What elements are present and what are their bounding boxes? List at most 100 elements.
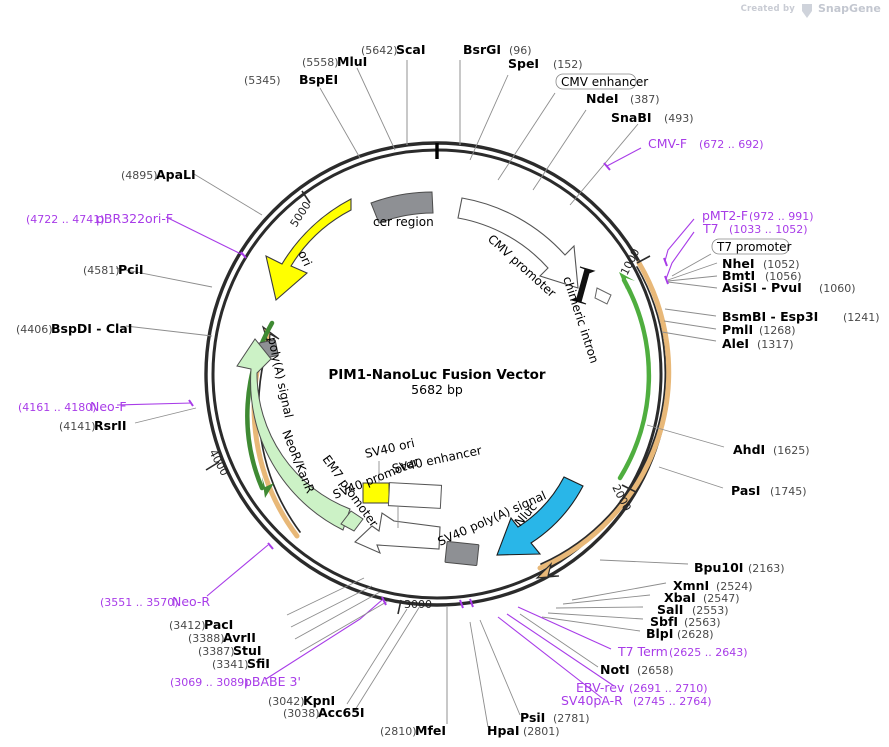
enzyme-name: NheI bbox=[722, 256, 755, 271]
snapgene-watermark: Created by SnapGene bbox=[741, 2, 881, 18]
enzyme-pos: (3038) bbox=[283, 707, 320, 720]
enzyme-label-bsmbi-esp3i[interactable]: BsmBI - Esp3I (1241) bbox=[722, 309, 880, 324]
enzyme-pos: (5642) bbox=[361, 44, 398, 57]
primer-name: SV40pA-R bbox=[561, 693, 623, 708]
feature-box-t7-promoter[interactable]: T7 promoter bbox=[711, 238, 792, 255]
primer-label-sv40pa-r[interactable]: SV40pA-R (2745 .. 2764) bbox=[561, 693, 712, 708]
enzyme-pos: (2547) bbox=[703, 592, 740, 605]
primer-range: (2745 .. 2764) bbox=[633, 695, 712, 708]
primer-label-pbr322ori-f[interactable]: (4722 .. 4741) pBR322ori-F bbox=[26, 211, 173, 226]
enzyme-name: Bpu10I bbox=[694, 560, 743, 575]
primer-name: pBABE 3' bbox=[244, 674, 301, 689]
enzyme-pos: (152) bbox=[553, 58, 583, 71]
enzyme-label-snabi[interactable]: SnaBI (493) bbox=[611, 110, 694, 125]
enzyme-pos: (3387) bbox=[198, 645, 235, 658]
enzyme-label-ndei[interactable]: NdeI (387) bbox=[586, 91, 660, 106]
enzyme-label-rsrii[interactable]: (4141) RsrII bbox=[59, 418, 127, 433]
enzyme-label-xmni[interactable]: XmnI (2524) bbox=[673, 578, 753, 593]
enzyme-pos: (2801) bbox=[523, 725, 560, 738]
primer-label-t7[interactable]: T7 (1033 .. 1052) bbox=[702, 221, 808, 236]
primer-range: (972 .. 991) bbox=[749, 210, 814, 223]
primer-label-pmt2-f[interactable]: pMT2-F (972 .. 991) bbox=[702, 208, 814, 223]
enzyme-label-scai[interactable]: (5642) ScaI bbox=[361, 42, 426, 57]
enzyme-label-acc65i[interactable]: (3038) Acc65I bbox=[283, 705, 365, 720]
primer-name: Neo-R bbox=[172, 594, 210, 609]
enzyme-label-ahdi[interactable]: AhdI (1625) bbox=[733, 442, 810, 457]
enzyme-label-asisi-pvui[interactable]: AsiSI - PvuI (1060) bbox=[722, 280, 856, 295]
enzyme-label-hpai[interactable]: HpaI (2801) bbox=[487, 723, 560, 738]
enzyme-pos: (1060) bbox=[819, 282, 856, 295]
primer-label-ebv-rev[interactable]: EBV-rev (2691 .. 2710) bbox=[576, 680, 708, 695]
enzyme-label-paci[interactable]: (3412) PacI bbox=[169, 617, 233, 632]
enzyme-name: ApaLI bbox=[156, 167, 196, 182]
enzyme-label-nhei[interactable]: NheI (1052) bbox=[722, 256, 800, 271]
enzyme-name: PciI bbox=[118, 262, 144, 277]
enzyme-pos: (4581) bbox=[83, 264, 120, 277]
enzyme-label-stui[interactable]: (3387) StuI bbox=[198, 643, 262, 658]
enzyme-pos: (5345) bbox=[244, 74, 281, 87]
enzyme-label-bspdi-clai[interactable]: (4406) BspDI - ClaI bbox=[16, 321, 132, 336]
primer-label-neo-f[interactable]: (4161 .. 4180) Neo-F bbox=[18, 399, 127, 414]
enzyme-label-sali[interactable]: SalI (2553) bbox=[657, 602, 729, 617]
enzyme-name: MfeI bbox=[415, 723, 446, 738]
enzyme-label-avrii[interactable]: (3388) AvrII bbox=[188, 630, 256, 645]
enzyme-name: BspEI bbox=[299, 72, 338, 87]
primer-label-t7-term[interactable]: T7 Term (2625 .. 2643) bbox=[617, 644, 748, 659]
enzyme-name: NotI bbox=[600, 662, 630, 677]
enzyme-pos: (2163) bbox=[748, 562, 785, 575]
enzyme-pos: (1317) bbox=[757, 338, 794, 351]
primer-name: T7 Term bbox=[617, 644, 668, 659]
enzyme-name: AleI bbox=[722, 336, 749, 351]
tick-label-3000: 3000 bbox=[404, 598, 432, 611]
enzyme-label-bsrgi[interactable]: BsrGI (96) bbox=[463, 42, 532, 57]
enzyme-label-bpu10i[interactable]: Bpu10I (2163) bbox=[694, 560, 785, 575]
tick-3000: 3000 bbox=[397, 598, 432, 615]
enzyme-label-blpi[interactable]: BlpI (2628) bbox=[646, 626, 714, 641]
enzyme-name: PasI bbox=[731, 483, 760, 498]
enzyme-name: BsrGI bbox=[463, 42, 501, 57]
enzyme-name: MluI bbox=[337, 54, 367, 69]
enzyme-pos: (387) bbox=[630, 93, 660, 106]
enzyme-label-noti[interactable]: NotI (2658) bbox=[600, 662, 674, 677]
enzyme-label-pmli[interactable]: PmlI (1268) bbox=[722, 322, 796, 337]
feature-label-cer-region: cer region bbox=[373, 215, 434, 229]
enzyme-pos: (2658) bbox=[637, 664, 674, 677]
enzyme-label-sfii[interactable]: (3341) SfiI bbox=[212, 656, 270, 671]
enzyme-label-bspei[interactable]: (5345) BspEI bbox=[244, 72, 338, 87]
snapgene-logo-icon bbox=[802, 4, 812, 18]
enzyme-label-bmti[interactable]: BmtI (1056) bbox=[722, 268, 802, 283]
primer-ticks bbox=[188, 162, 669, 609]
enzyme-label-pcii[interactable]: (4581) PciI bbox=[83, 262, 144, 277]
primer-label-pbabe-3[interactable]: (3069 .. 3089) pBABE 3' bbox=[170, 674, 301, 689]
enzyme-pos: (2524) bbox=[716, 580, 753, 593]
enzyme-name: AhdI bbox=[733, 442, 765, 457]
enzyme-label-xbai[interactable]: XbaI (2547) bbox=[664, 590, 740, 605]
primer-range: (2691 .. 2710) bbox=[629, 682, 708, 695]
enzyme-name: AvrII bbox=[223, 630, 256, 645]
enzyme-name: StuI bbox=[233, 643, 262, 658]
feature-box-cmv-enhancer[interactable]: CMV enhancer bbox=[555, 73, 648, 90]
enzyme-pos: (2781) bbox=[553, 712, 590, 725]
enzyme-pos: (493) bbox=[664, 112, 694, 125]
primer-label-cmv-f[interactable]: CMV-F (672 .. 692) bbox=[648, 136, 764, 151]
enzyme-label-mfei[interactable]: (2810) MfeI bbox=[380, 723, 446, 738]
enzyme-pos: (4895) bbox=[121, 169, 158, 182]
primer-name: pBR322ori-F bbox=[96, 211, 173, 226]
enzyme-label-spei[interactable]: SpeI (152) bbox=[508, 56, 583, 71]
enzyme-label-apali[interactable]: (4895) ApaLI bbox=[121, 167, 196, 182]
gene-arc-right bbox=[617, 277, 652, 481]
enzyme-label-mlui[interactable]: (5558) MluI bbox=[302, 54, 367, 69]
primer-label-neo-r[interactable]: (3551 .. 3570) Neo-R bbox=[100, 594, 210, 609]
enzyme-pos: (96) bbox=[509, 44, 532, 57]
enzyme-pos: (1056) bbox=[765, 270, 802, 283]
enzyme-label-pasi[interactable]: PasI (1745) bbox=[731, 483, 807, 498]
primer-range: (3069 .. 3089) bbox=[170, 676, 249, 689]
enzyme-pos: (4141) bbox=[59, 420, 96, 433]
primer-range: (1033 .. 1052) bbox=[729, 223, 808, 236]
enzyme-label-alei[interactable]: AleI (1317) bbox=[722, 336, 794, 351]
enzyme-label-sbfi[interactable]: SbfI (2563) bbox=[650, 614, 721, 629]
enzyme-label-kpni[interactable]: (3042) KpnI bbox=[268, 693, 335, 708]
orf-arrowhead-right bbox=[535, 562, 560, 579]
enzyme-label-psii[interactable]: PsiI (2781) bbox=[520, 710, 590, 725]
